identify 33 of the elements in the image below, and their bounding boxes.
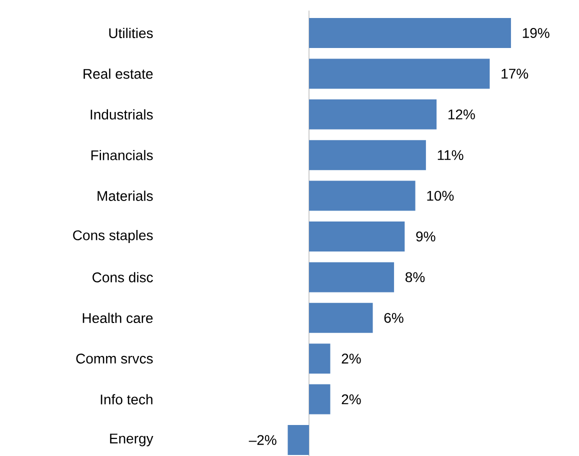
data-label: 10% [427, 190, 454, 201]
data-label: 12% [448, 109, 475, 120]
bar [309, 99, 437, 130]
y-tick-label: Utilities [109, 28, 153, 38]
bar [309, 344, 330, 374]
bar [309, 384, 330, 414]
y-tick-label: Industrials [90, 109, 153, 120]
data-label: 2% [342, 394, 361, 404]
y-tick-label: Cons staples [73, 230, 153, 244]
bar [309, 222, 405, 252]
bar [309, 180, 416, 211]
y-tick-label: Comm srvcs [76, 354, 153, 364]
y-tick-label: Materials [98, 190, 153, 201]
data-label: 6% [384, 312, 404, 323]
y-tick-label: Energy [110, 434, 154, 446]
bar [309, 140, 426, 170]
data-label: 11% [438, 150, 464, 160]
bar [309, 302, 373, 333]
data-label: –2% [248, 435, 276, 445]
bar [309, 18, 511, 48]
y-tick-label: Health care [82, 312, 153, 324]
data-label: 2% [342, 354, 361, 364]
data-label: 17% [502, 68, 528, 79]
y-tick-label: Financials [91, 150, 153, 160]
bar [288, 425, 309, 456]
y-tick-label: Real estate [84, 68, 153, 79]
y-tick-label: Info tech [100, 394, 152, 404]
y-tick-label: Cons disc [92, 272, 153, 282]
bar [309, 58, 490, 89]
data-label: 9% [416, 232, 436, 242]
data-label: 19% [522, 28, 550, 38]
bar [309, 262, 394, 292]
data-label: 8% [406, 272, 425, 282]
